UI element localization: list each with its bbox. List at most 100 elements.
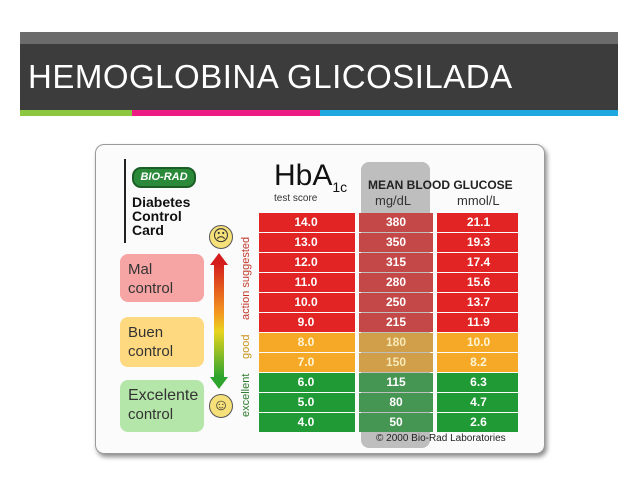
cell-mg-dl: 250 (385, 295, 407, 309)
glucose-table: 14.0 380 21.1 13.0 350 19.3 12.0 315 17.4 11.0 280… (259, 213, 518, 433)
cell-mmol-l: 19.3 (466, 235, 491, 249)
status-label: Buen (128, 324, 164, 341)
happy-face-icon: ☺ (209, 394, 233, 418)
status-label: Mal (128, 261, 153, 278)
cell-mmol-l: 17.4 (466, 255, 491, 269)
cell-mg-dl: 50 (389, 415, 403, 429)
accent-bar-blue (320, 110, 618, 116)
cell-hba1c: 6.0 (297, 375, 315, 389)
unit-mg-dl: mg/dL (375, 193, 412, 208)
cell-hba1c: 8.0 (297, 335, 315, 349)
row-background (259, 373, 518, 392)
cell-mg-dl: 350 (385, 235, 407, 249)
row-mg-shade (359, 393, 433, 412)
cell-mg-dl: 115 (386, 375, 406, 389)
unit-mmol-l: mmol/L (457, 193, 500, 208)
cell-mmol-l: 2.6 (470, 415, 487, 429)
cell-hba1c: 12.0 (294, 255, 318, 269)
cell-hba1c: 9.0 (297, 315, 315, 329)
row-separator (433, 333, 437, 352)
copyright-text: © 2000 Bio-Rad Laboratories (376, 433, 506, 444)
row-mg-shade (359, 313, 433, 332)
row-background (259, 253, 518, 272)
table-row: 14.0 380 21.1 (259, 213, 518, 232)
status-label: control (128, 406, 174, 423)
cell-mg-dl: 315 (385, 255, 407, 269)
row-mg-shade (359, 253, 433, 272)
row-separator (355, 253, 359, 272)
arrow-down-icon (210, 377, 228, 389)
row-separator (355, 213, 359, 232)
table-row: 10.0 250 13.7 (259, 293, 518, 312)
cell-mg-dl: 280 (385, 275, 407, 289)
row-mg-shade (359, 413, 433, 432)
test-score-label: test score (274, 193, 318, 204)
row-background (259, 273, 518, 292)
side-label-excellent: excellent (240, 373, 252, 417)
status-label: control (128, 280, 174, 297)
cell-hba1c: 10.0 (294, 295, 318, 309)
row-separator (355, 353, 359, 372)
hba1c-heading: HbA1c (274, 161, 347, 202)
row-separator (355, 333, 359, 352)
cell-mg-dl: 150 (385, 355, 407, 369)
diabetes-control-card: BIO-RAD Diabetes Control Card Mal contro… (95, 144, 545, 454)
row-background (259, 233, 518, 252)
cell-mmol-l: 8.2 (470, 355, 487, 369)
row-separator (355, 273, 359, 292)
row-separator (433, 413, 437, 432)
cell-mmol-l: 6.3 (470, 375, 487, 389)
cell-mmol-l: 10.0 (466, 335, 491, 349)
cell-mmol-l: 15.6 (466, 275, 491, 289)
row-separator (433, 373, 437, 392)
row-separator (355, 293, 359, 312)
row-separator (433, 393, 437, 412)
row-background (259, 333, 518, 352)
cell-hba1c: 14.0 (294, 215, 318, 229)
cell-mg-dl: 80 (389, 395, 403, 409)
card-title-line: Control (132, 208, 182, 224)
status-label: control (128, 343, 174, 360)
sad-face-icon: ☹ (209, 225, 233, 249)
cell-mmol-l: 21.1 (466, 215, 491, 229)
table-row: 9.0 215 11.9 (259, 313, 518, 332)
row-separator (355, 233, 359, 252)
table-row: 7.0 150 8.2 (259, 353, 518, 372)
row-mg-shade (359, 333, 433, 352)
table-row: 8.0 180 10.0 (259, 333, 518, 352)
table-row: 12.0 315 17.4 (259, 253, 518, 272)
card-divider-line (124, 159, 126, 243)
row-separator (433, 273, 437, 292)
banner-top-strip (20, 32, 618, 44)
row-background (259, 413, 518, 432)
cell-mmol-l: 4.7 (470, 395, 487, 409)
table-row: 11.0 280 15.6 (259, 273, 518, 292)
gradient-arrow (214, 263, 224, 377)
table-row: 4.0 50 2.6 (259, 413, 518, 432)
row-mg-shade (359, 213, 433, 232)
hba-subscript: 1c (332, 179, 348, 195)
cell-hba1c: 4.0 (297, 415, 315, 429)
row-mg-shade (359, 353, 433, 372)
cell-mg-dl: 380 (385, 215, 407, 229)
row-background (259, 353, 518, 372)
status-mal-control: Mal control (120, 254, 204, 302)
row-separator (355, 413, 359, 432)
row-background (259, 393, 518, 412)
slide-title: HEMOGLOBINA GLICOSILADA (28, 58, 513, 95)
table-row: 5.0 80 4.7 (259, 393, 518, 412)
row-mg-shade (359, 373, 433, 392)
mean-blood-glucose-heading: MEAN BLOOD GLUCOSE (368, 178, 513, 192)
row-separator (433, 293, 437, 312)
row-separator (355, 373, 359, 392)
cell-mmol-l: 11.9 (467, 315, 490, 329)
side-label-action: action suggested (240, 236, 252, 320)
cell-hba1c: 5.0 (297, 395, 315, 409)
cell-mmol-l: 13.7 (466, 295, 491, 309)
side-label-good: good (240, 334, 252, 359)
cell-hba1c: 11.0 (294, 275, 318, 289)
card-title-line: Diabetes (132, 194, 191, 210)
cell-hba1c: 7.0 (297, 355, 315, 369)
row-separator (433, 213, 437, 232)
cell-mg-dl: 180 (385, 335, 407, 349)
